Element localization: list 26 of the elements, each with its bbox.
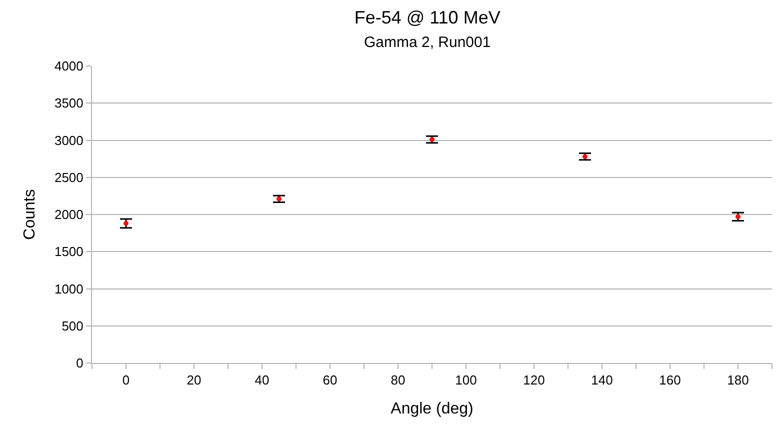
y-tick-label: 1000 (54, 281, 84, 296)
point (276, 196, 282, 202)
x-tick-label: 140 (591, 372, 613, 388)
y-tick-label: 2500 (54, 170, 84, 185)
point (430, 137, 434, 142)
y-tick-label: 0 (76, 356, 84, 371)
x-tick-label: 20 (186, 372, 202, 388)
y-tick-label: 4000 (54, 58, 84, 74)
chart-title: Fe-54 @ 110 MeV (354, 8, 500, 28)
y-tick-label: 3000 (54, 132, 84, 148)
x-tick-label: 180 (727, 372, 749, 388)
point (582, 154, 588, 160)
x-tick-label: 40 (254, 372, 270, 388)
x-tick-label: 120 (523, 372, 545, 388)
x-tick-label: 100 (455, 372, 477, 388)
x-tick-label: 0 (122, 372, 130, 388)
y-tick-label: 2000 (54, 207, 84, 222)
chart-subtitle: Gamma 2, Run001 (364, 34, 491, 52)
y-tick-label: 500 (62, 318, 84, 334)
x-tick-label: 60 (322, 372, 338, 388)
y-tick-label: 1500 (54, 244, 84, 260)
x-axis-title: Angle (deg) (390, 400, 474, 418)
x-tick-label: 80 (390, 372, 406, 388)
x-tick-label: 160 (659, 372, 681, 388)
y-axis-title: Counts (21, 189, 38, 240)
y-tick-label: 3500 (54, 96, 84, 111)
